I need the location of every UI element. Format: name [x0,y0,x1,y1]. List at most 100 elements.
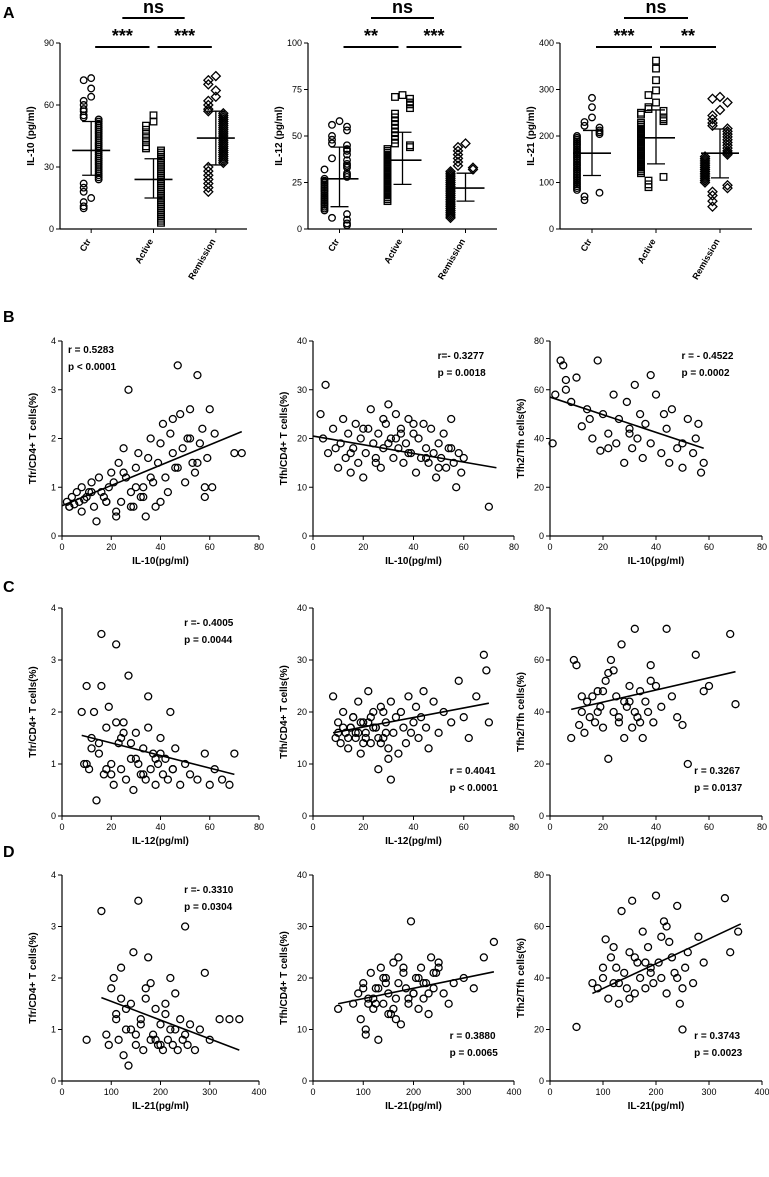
data-point [366,713,375,722]
data-point [79,187,88,196]
data-point [707,190,718,201]
data-point [136,1020,145,1029]
data-point [343,215,351,224]
data-point [336,439,345,448]
y-axis-label: Tfr/CD4+ T cells(%) [28,393,39,484]
data-point [374,1035,383,1044]
data-point [641,984,650,993]
data-point [688,979,698,988]
data-point [166,707,175,717]
data-point [445,206,456,218]
data-point [343,122,351,131]
data-point [620,458,629,468]
data-point [644,183,653,192]
regression-line [332,702,490,734]
data-point [657,973,666,983]
data-point [429,968,438,977]
chart-c1: 0 1 2 3 4 Tfr/CD4+ T cells(%) 0 20 40 60 80 IL-12(p… [28,603,264,847]
x-tick-label: 80 [757,542,767,552]
y-tick-label: 1 [51,482,56,492]
data-point [359,979,368,988]
data-point [434,728,443,737]
data-point [336,739,345,748]
data-point [97,906,106,916]
data-point [79,204,88,213]
p-value-label: p = 0.0002 [681,368,730,379]
data-point [188,458,197,468]
data-point [452,160,464,172]
y-tick-label: 60 [44,100,54,110]
data-point [366,405,375,414]
data-point [146,765,155,774]
data-point [333,1004,343,1014]
category-label: Ctr [326,237,341,254]
data-point [452,149,464,160]
data-point [168,448,177,458]
significance-label: ** [364,26,378,46]
data-point [82,759,91,769]
data-point [588,113,596,122]
data-point [112,1015,121,1024]
data-point [354,458,363,468]
y-tick-label: 0 [51,1076,56,1086]
panel-letter-d: D [3,844,15,861]
data-point [628,723,637,732]
data-point [662,424,671,433]
data-point [102,723,111,732]
data-point [667,692,677,701]
y-tick-label: 40 [297,336,307,346]
data-point [421,453,431,463]
data-point [573,185,581,194]
data-point [210,91,222,103]
data-point [646,439,655,448]
x-tick-label: 40 [408,542,418,552]
y-tick-label: 60 [534,922,544,932]
data-point [396,429,406,438]
y-tick-label: 100 [539,178,554,188]
data-point [588,103,596,112]
data-point [148,1030,158,1039]
x-tick-label: 80 [509,542,519,552]
data-point [344,744,353,753]
data-point [429,697,438,706]
data-point [409,989,418,998]
x-tick-label: 100 [104,1087,119,1097]
y-axis-label: Tfh2/Tfh cells(%) [516,398,527,478]
data-point [659,115,668,124]
data-point [119,718,128,727]
y-axis-label: Tfh/CD4+ T cells(%) [279,392,290,486]
data-point [406,143,414,152]
data-point [136,770,145,779]
data-point [356,749,365,758]
data-point [77,507,86,516]
x-tick-label: 40 [408,822,418,832]
data-point [659,117,668,126]
p-value-label: p < 0.0001 [68,362,117,373]
data-point [153,1040,163,1050]
regression-line [592,923,742,995]
data-point [580,196,589,205]
y-tick-label: 80 [534,603,544,613]
data-point [479,650,489,659]
y-tick-label: 40 [534,707,544,717]
data-point [628,444,637,453]
data-point [237,448,246,458]
data-point [374,984,383,993]
data-point [582,405,592,414]
x-tick-label: 0 [547,1087,552,1097]
data-point [657,702,666,711]
data-point [612,692,621,701]
data-point [399,723,408,732]
data-point [707,113,718,125]
data-point [156,497,165,507]
panel-letter-c: C [3,579,15,596]
data-point [635,687,645,696]
x-tick-label: 400 [506,1087,521,1097]
data-point [173,1045,182,1055]
data-point [662,989,671,998]
y-tick-label: 30 [297,922,307,932]
data-point [419,687,428,696]
data-point [185,1020,195,1029]
data-point [208,483,217,492]
data-point [371,453,380,463]
